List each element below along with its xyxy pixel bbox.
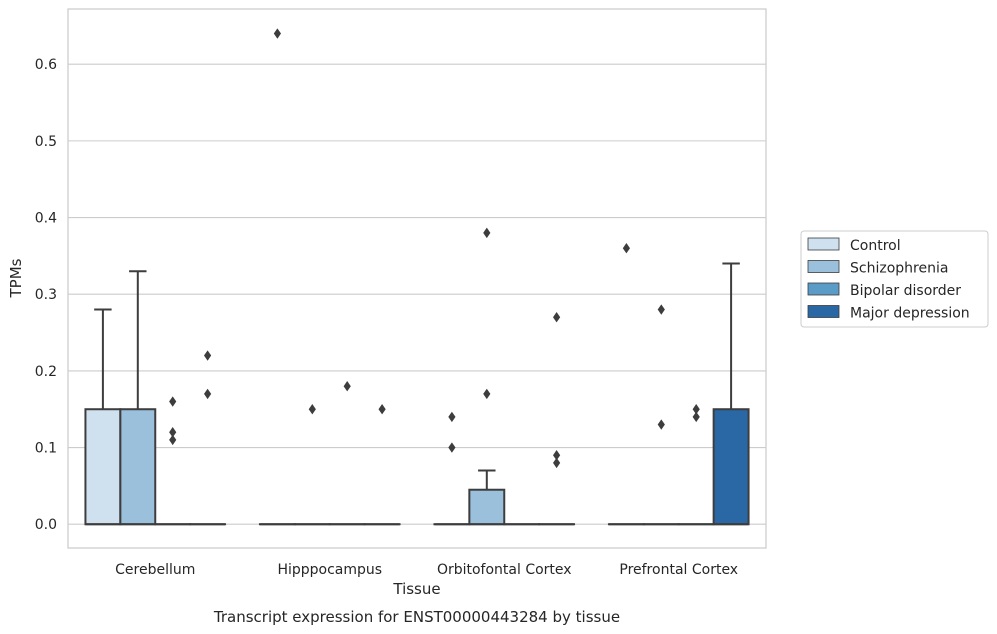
legend-swatch	[807, 237, 840, 251]
y-tick-label: 0.6	[35, 57, 57, 73]
chart-caption: Transcript expression for ENST0000044328…	[213, 608, 620, 626]
outlier-point	[553, 450, 561, 461]
x-axis-ticks: Cerebellum Hipppocampus Orbitofontal Corte…	[115, 562, 738, 578]
y-tick-label: 0.3	[35, 287, 57, 303]
legend-label: Major depression	[850, 306, 970, 322]
legend-label: Control	[850, 238, 901, 254]
x-axis-title: Tissue	[392, 580, 440, 598]
y-tick-label: 0.5	[35, 134, 57, 150]
x-tick-label: Cerebellum	[115, 562, 195, 578]
legend-swatch	[807, 282, 840, 296]
outlier-point	[448, 411, 456, 423]
y-tick-label: 0.0	[35, 517, 57, 533]
outlier-point	[657, 419, 665, 430]
box-major-depression	[712, 262, 750, 526]
x-tick-label: Orbitofontal Cortex	[437, 562, 572, 578]
y-axis-title: TPMs	[7, 258, 25, 298]
outlier-point	[692, 404, 700, 415]
outlier-point	[448, 442, 456, 453]
outlier-point	[553, 457, 561, 469]
box-groups	[84, 262, 750, 526]
legend-swatch	[807, 260, 840, 273]
y-tick-label: 0.2	[35, 364, 57, 380]
legend-label: Bipolar disorder	[850, 283, 961, 299]
plot-area-frame	[67, 8, 767, 549]
grid-lines	[68, 63, 766, 525]
box-control	[84, 308, 122, 526]
box-body	[468, 488, 506, 526]
legend-frame	[800, 230, 989, 328]
x-tick-label: Prefrontal Cortex	[619, 562, 738, 578]
outlier-point	[343, 381, 351, 392]
box-body	[119, 408, 157, 526]
outlier-point	[553, 312, 561, 323]
outlier-point	[169, 434, 177, 446]
box-body	[712, 408, 750, 526]
outlier-point	[204, 350, 212, 361]
outlier-point	[483, 388, 491, 400]
legend-label: Schizophrenia	[850, 261, 948, 277]
legend-swatch	[807, 305, 840, 318]
x-tick-label: Hipppocampus	[277, 562, 382, 578]
outlier-point	[378, 404, 386, 415]
outlier-point	[308, 404, 316, 415]
outlier-point	[622, 243, 630, 254]
y-tick-label: 0.4	[35, 211, 57, 227]
box-schizophrenia	[468, 469, 506, 526]
legend: Control Schizophrenia Bipolar disorder Majo…	[800, 230, 989, 328]
box-schizophrenia	[119, 270, 157, 526]
y-tick-label: 0.1	[35, 441, 57, 457]
outlier-point	[692, 411, 700, 423]
y-axis-ticks: 0.0 0.1 0.2 0.3 0.4 0.5 0.6	[35, 57, 57, 533]
outlier-point	[483, 227, 491, 239]
outlier-point	[169, 427, 177, 438]
outlier-point	[204, 388, 212, 400]
box-body	[84, 408, 122, 526]
outlier-point	[169, 396, 177, 407]
outlier-point	[273, 28, 281, 39]
outlier-point	[657, 304, 665, 315]
outlier-points	[169, 28, 700, 469]
